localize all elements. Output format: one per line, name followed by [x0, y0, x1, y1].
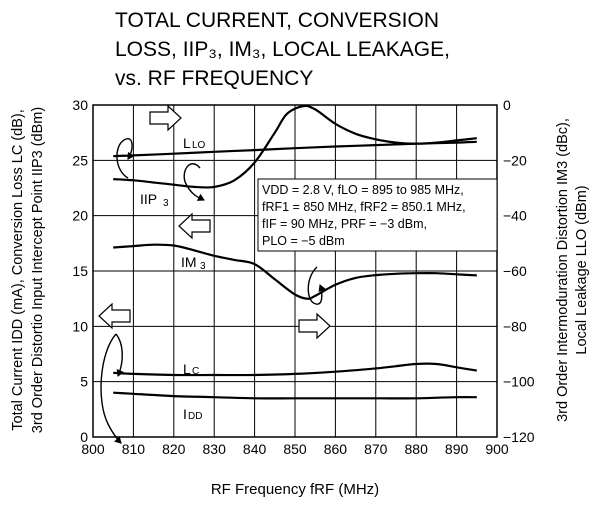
series-line-idd	[113, 391, 477, 400]
conditions-box	[257, 178, 498, 252]
x-tick-label: 850	[283, 441, 307, 457]
series-line-lc	[113, 362, 477, 377]
lc-idd-bracket-arrow	[100, 333, 122, 444]
series-line-im3	[113, 243, 477, 300]
x-tick-label: 860	[324, 441, 348, 457]
y-axis-label-right-1: 3rd Order Intermoduration Distortion IM3…	[555, 118, 571, 422]
label-idd-main: I	[183, 406, 187, 422]
plot-frame	[92, 104, 498, 438]
x-tick-label: 840	[243, 441, 267, 457]
y-tick-label-left: 10	[72, 318, 88, 334]
y-tick-label-left: 5	[80, 374, 88, 390]
x-tick-label: 890	[445, 441, 469, 457]
y-axis-label-left-1: Total Current IDD (mA), Conversion Loss …	[10, 109, 26, 431]
label-lc-main: L	[183, 361, 191, 377]
x-tick-label: 800	[81, 441, 105, 457]
y-tick-label-right: 0	[503, 97, 511, 113]
label-idd-sub: DD	[188, 411, 202, 422]
chart-title-line-2: LOSS, IIP₃, IM₃, LOCAL LEAKAGE,	[115, 38, 450, 61]
y-tick-label-left: 30	[72, 97, 88, 113]
label-llo-main: L	[183, 135, 191, 151]
chart-title-line-3: vs. RF FREQUENCY	[115, 67, 313, 90]
y-axis-label-left-2: 3rd Order Distortio Input Intercept Poin…	[30, 107, 46, 433]
series-line-iip3	[113, 104, 477, 189]
x-tick-label: 810	[122, 441, 146, 457]
label-iip3-main: IIP	[140, 191, 157, 207]
label-lc-sub: C	[192, 366, 199, 377]
y-tick-label-right: −120	[503, 429, 535, 445]
y-tick-label-right: −100	[503, 374, 535, 390]
x-tick-label: 900	[485, 441, 509, 457]
y-tick-label-left: 25	[72, 152, 88, 168]
x-tick-label: 880	[405, 441, 429, 457]
conditions-line-2: fRF1 = 850 MHz, fRF2 = 850.1 MHz,	[262, 200, 466, 214]
x-axis-label: RF Frequency fRF (MHz)	[211, 481, 379, 498]
y-tick-label-left: 15	[72, 263, 88, 279]
series	[113, 104, 477, 400]
y-tick-label-left: 20	[72, 208, 88, 224]
conditions-line-4: PLO = −5 dBm	[262, 234, 345, 248]
iip3-left-axis-arrow	[178, 212, 211, 240]
x-tick-label: 830	[203, 441, 227, 457]
chart-title-line-1: TOTAL CURRENT, CONVERSION	[115, 9, 439, 32]
im3-curl-arrow	[307, 266, 326, 305]
label-im3-main: IM	[181, 254, 197, 270]
iip3-curl-arrow	[183, 163, 205, 201]
im3-right-axis-arrow	[298, 312, 331, 340]
y-tick-label-left: 0	[80, 429, 88, 445]
label-iip3-sub: 3	[163, 198, 169, 209]
y-axis-label-right-2: Local Leakage LLO (dBm)	[574, 185, 590, 354]
llo-curl-arrow	[116, 138, 135, 179]
llo-right-axis-arrow	[149, 104, 182, 132]
y-tick-label-right: −20	[503, 152, 527, 168]
x-tick-label: 870	[364, 441, 388, 457]
axis-ticks: 800 810 820 830 840 850 860 870 880 890 900 0 5 10 15 2…	[72, 97, 534, 457]
y-tick-label-right: −40	[503, 208, 527, 224]
label-im3-sub: 3	[200, 261, 206, 272]
lc-idd-left-axis-arrow	[98, 302, 131, 330]
lc-idd-bracket-top	[115, 333, 125, 377]
y-tick-label-right: −80	[503, 318, 527, 334]
label-llo-sub: LO	[192, 140, 206, 151]
conditions-line-1: VDD = 2.8 V, fLO = 895 to 985 MHz,	[262, 183, 464, 197]
x-tick-label: 820	[162, 441, 186, 457]
conditions-line-3: fIF = 90 MHz, PRF = −3 dBm,	[262, 217, 427, 231]
y-tick-label-right: −60	[503, 263, 527, 279]
